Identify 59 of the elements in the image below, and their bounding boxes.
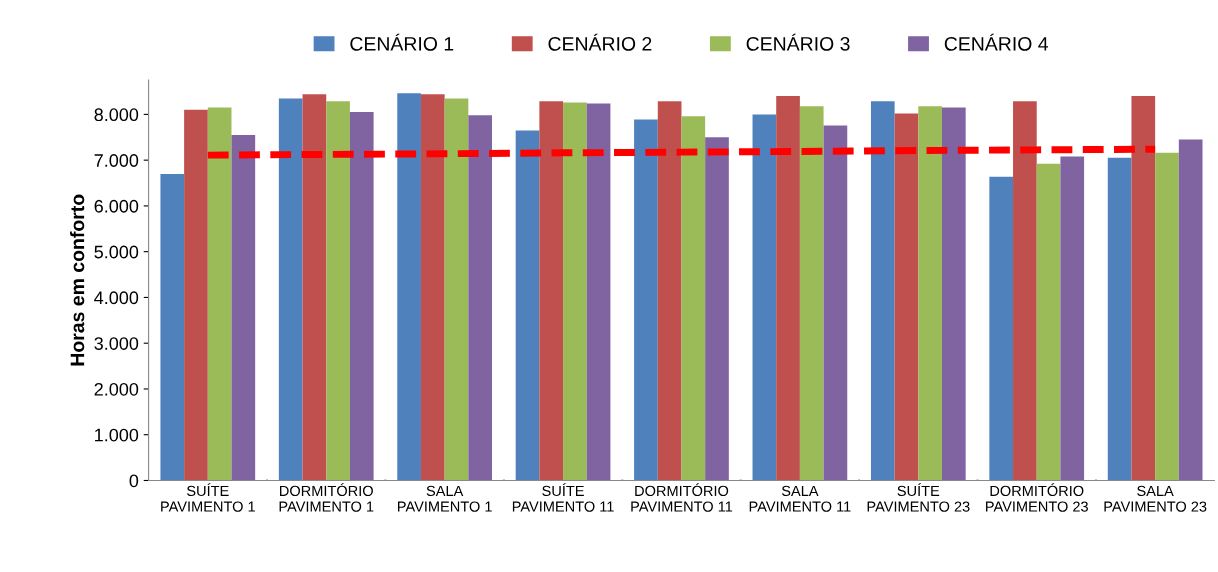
bar bbox=[468, 115, 492, 481]
bar bbox=[1155, 152, 1179, 481]
bar bbox=[705, 137, 729, 481]
x-tick-label: DORMITÓRIO PAVIMENTO 11 bbox=[631, 483, 733, 512]
x-tick-label: SALA PAVIMENTO 11 bbox=[749, 485, 851, 512]
x-tick-label: SUÍTE PAVIMENTO 1 bbox=[161, 483, 255, 512]
bar bbox=[586, 103, 611, 481]
bar bbox=[989, 176, 1014, 481]
legend-label: CENÁRIO 1 bbox=[350, 33, 454, 51]
x-tick-label: SUÍTE PAVIMENTO 11 bbox=[512, 483, 614, 512]
bar bbox=[1107, 157, 1132, 481]
bar bbox=[1013, 101, 1037, 481]
bar bbox=[231, 134, 256, 481]
y-axis-title: Horas em conforto bbox=[70, 194, 85, 366]
legend-label: CENÁRIO 2 bbox=[548, 33, 652, 51]
bar bbox=[302, 94, 327, 481]
bar bbox=[563, 102, 587, 481]
bar bbox=[184, 109, 208, 481]
bar bbox=[207, 107, 232, 481]
x-tick-label: SALA PAVIMENTO 1 bbox=[398, 485, 492, 512]
y-tick-label: 5.000 bbox=[94, 245, 139, 259]
bar bbox=[278, 98, 303, 481]
bar bbox=[1036, 163, 1061, 481]
x-tick-label: DORMITÓRIO PAVIMENTO 23 bbox=[986, 483, 1088, 512]
y-tick-label: 8.000 bbox=[94, 108, 139, 122]
x-tick-label: DORMITÓRIO PAVIMENTO 1 bbox=[279, 483, 374, 512]
bar bbox=[539, 101, 564, 481]
y-tick-label: 6.000 bbox=[94, 199, 139, 213]
y-tick-label: 1.000 bbox=[95, 428, 139, 442]
bar bbox=[681, 116, 706, 481]
y-tick-label: 3.000 bbox=[94, 337, 139, 350]
y-tick-label: 0 bbox=[129, 474, 139, 488]
bar bbox=[397, 93, 421, 481]
bar bbox=[634, 119, 658, 481]
bar bbox=[444, 98, 469, 481]
x-tick-label: SUÍTE PAVIMENTO 23 bbox=[867, 483, 970, 512]
bar bbox=[752, 114, 777, 481]
bar bbox=[1131, 96, 1156, 481]
bar bbox=[326, 101, 350, 481]
legend-label: CENÁRIO 3 bbox=[746, 33, 850, 51]
bar bbox=[349, 112, 374, 481]
bar bbox=[1178, 139, 1203, 481]
bar bbox=[515, 130, 540, 481]
y-tick-label: 4.000 bbox=[94, 291, 139, 305]
bar bbox=[918, 106, 942, 481]
bar bbox=[799, 106, 824, 481]
y-tick-label: 2.000 bbox=[94, 382, 139, 396]
bar bbox=[941, 107, 966, 481]
bar bbox=[894, 113, 919, 481]
bar bbox=[657, 101, 682, 481]
bar bbox=[1060, 156, 1085, 481]
legend-label: CENÁRIO 4 bbox=[944, 33, 1049, 51]
y-tick-label: 7.000 bbox=[94, 154, 139, 167]
bar bbox=[160, 173, 185, 481]
bar bbox=[776, 96, 800, 481]
bar bbox=[420, 94, 445, 481]
x-tick-label: SALA PAVIMENTO 23 bbox=[1104, 485, 1207, 512]
bar bbox=[870, 101, 895, 481]
bar bbox=[823, 125, 848, 481]
